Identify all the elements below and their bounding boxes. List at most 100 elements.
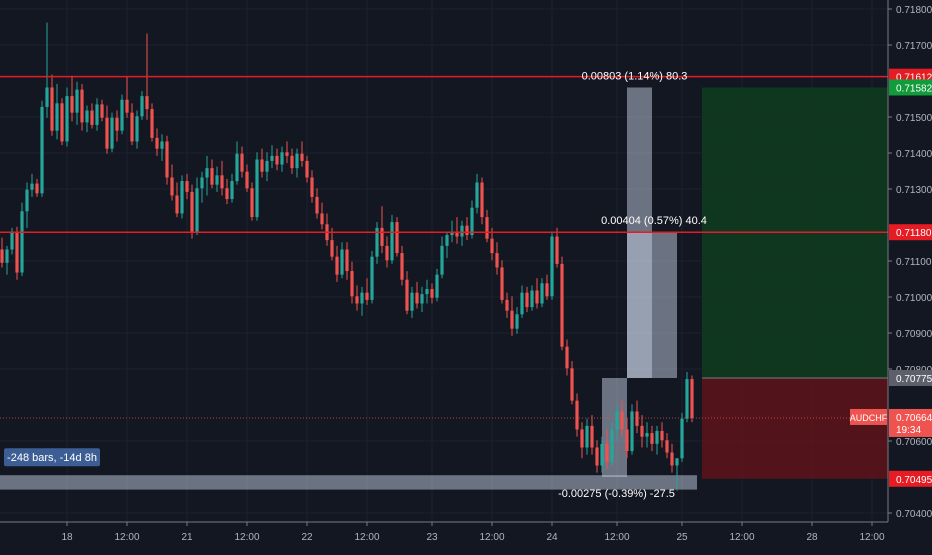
candle-body[interactable] [245, 171, 249, 189]
candle-body[interactable] [35, 183, 39, 194]
candle-body[interactable] [505, 299, 509, 311]
candle-body[interactable] [520, 292, 524, 315]
candle-body[interactable] [25, 189, 29, 212]
candle-body[interactable] [445, 235, 449, 246]
candle-body[interactable] [30, 183, 34, 190]
candle-body[interactable] [135, 116, 139, 142]
candle-body[interactable] [180, 181, 184, 214]
date-range-bar[interactable] [0, 475, 697, 490]
candle-body[interactable] [250, 188, 254, 218]
candle-body[interactable] [645, 433, 649, 437]
candle-body[interactable] [65, 96, 69, 142]
candle-body[interactable] [0, 249, 4, 263]
candle-body[interactable] [620, 411, 624, 430]
candle-body[interactable] [430, 289, 434, 298]
candle-body[interactable] [285, 152, 289, 156]
candle-body[interactable] [110, 117, 114, 149]
candle-body[interactable] [395, 222, 399, 254]
candle-body[interactable] [355, 296, 359, 304]
candle-body[interactable] [420, 294, 424, 304]
candle-body[interactable] [75, 89, 79, 113]
candle-body[interactable] [240, 153, 244, 172]
candle-body[interactable] [605, 443, 609, 462]
candle-body[interactable] [610, 429, 614, 462]
candle-body[interactable] [150, 109, 154, 138]
candle-body[interactable] [400, 253, 404, 280]
candle-body[interactable] [375, 227, 379, 257]
candle-body[interactable] [485, 217, 489, 239]
candle-body[interactable] [665, 440, 669, 453]
candle-body[interactable] [450, 231, 454, 236]
candle-body[interactable] [425, 289, 429, 295]
candle-body[interactable] [45, 87, 49, 107]
candle-body[interactable] [435, 274, 439, 298]
candle-body[interactable] [625, 429, 629, 452]
candle-body[interactable] [545, 283, 549, 297]
candle-body[interactable] [260, 159, 264, 172]
candle-body[interactable] [685, 379, 689, 419]
candle-body[interactable] [170, 177, 174, 196]
candle-body[interactable] [120, 99, 124, 131]
candle-body[interactable] [125, 99, 129, 113]
candle-body[interactable] [100, 104, 104, 118]
candle-body[interactable] [225, 188, 229, 200]
candle-body[interactable] [415, 292, 419, 304]
candle-body[interactable] [525, 292, 529, 308]
candle-body[interactable] [190, 191, 194, 232]
candle-body[interactable] [315, 196, 319, 214]
candle-body[interactable] [540, 283, 544, 304]
candle-body[interactable] [350, 271, 354, 297]
candle-body[interactable] [5, 249, 9, 263]
candle-body[interactable] [565, 346, 569, 369]
candle-body[interactable] [305, 160, 309, 178]
candle-body[interactable] [475, 182, 479, 208]
candle-body[interactable] [55, 103, 59, 131]
candle-body[interactable] [140, 96, 144, 117]
candle-body[interactable] [510, 310, 514, 329]
candle-body[interactable] [10, 231, 14, 250]
candle-body[interactable] [275, 155, 279, 165]
candle-body[interactable] [235, 153, 239, 182]
candle-body[interactable] [405, 279, 409, 311]
candle-body[interactable] [165, 141, 169, 178]
candle-body[interactable] [145, 96, 149, 110]
candle-body[interactable] [200, 177, 204, 189]
candle-body[interactable] [680, 418, 684, 459]
candle-body[interactable] [185, 181, 189, 192]
candle-body[interactable] [650, 433, 654, 444]
time-axis[interactable] [0, 522, 888, 550]
candle-body[interactable] [590, 425, 594, 448]
candle-body[interactable] [15, 231, 19, 273]
candle-body[interactable] [360, 292, 364, 304]
candle-body[interactable] [530, 290, 534, 308]
loss-zone[interactable] [702, 378, 902, 479]
candle-body[interactable] [660, 430, 664, 441]
candle-body[interactable] [470, 207, 474, 236]
candle-body[interactable] [335, 256, 339, 275]
candle-body[interactable] [675, 458, 679, 466]
candle-body[interactable] [195, 188, 199, 232]
candle-body[interactable] [575, 400, 579, 430]
candle-body[interactable] [50, 87, 54, 131]
candle-body[interactable] [495, 253, 499, 268]
candle-body[interactable] [480, 182, 484, 218]
candle-body[interactable] [570, 368, 574, 401]
candle-body[interactable] [385, 245, 389, 261]
candle-body[interactable] [295, 153, 299, 169]
candle-body[interactable] [310, 177, 314, 197]
candle-body[interactable] [340, 249, 344, 275]
candle-body[interactable] [560, 263, 564, 347]
candle-body[interactable] [535, 290, 539, 304]
candle-body[interactable] [230, 181, 234, 200]
candle-body[interactable] [85, 110, 89, 123]
candle-body[interactable] [595, 447, 599, 466]
candle-body[interactable] [345, 249, 349, 272]
candle-body[interactable] [655, 430, 659, 444]
candle-body[interactable] [500, 267, 504, 300]
measure-box[interactable] [627, 232, 677, 378]
candle-body[interactable] [220, 175, 224, 189]
candle-body[interactable] [585, 425, 589, 448]
candle-body[interactable] [40, 106, 44, 194]
candle-body[interactable] [330, 240, 334, 257]
